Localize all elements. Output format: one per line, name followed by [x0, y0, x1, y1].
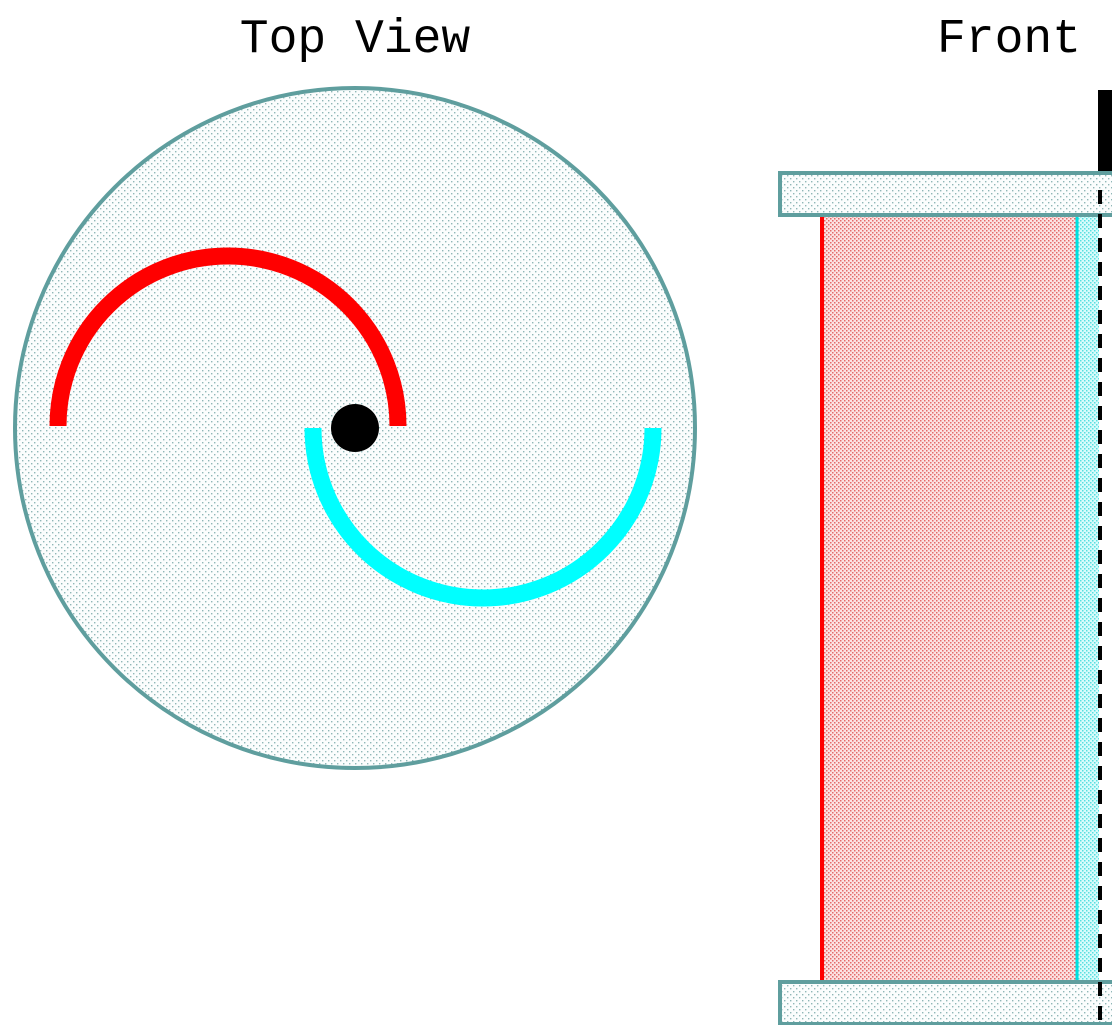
cyan-region [1077, 217, 1099, 980]
red-region [822, 217, 1077, 980]
shaft-top [1098, 90, 1112, 174]
top-view-title: Top View [240, 13, 471, 67]
red-arc [49, 247, 407, 427]
cyan-arc [304, 427, 662, 607]
bottom-plate [778, 980, 1112, 1025]
center-pin [331, 404, 379, 452]
front-view-title: Front [937, 13, 1081, 67]
top-plate [778, 171, 1112, 217]
